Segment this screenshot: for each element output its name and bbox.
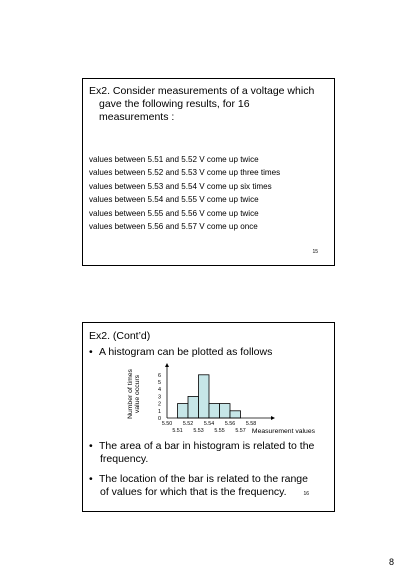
measurement-line: values between 5.53 and 5.54 V come up s… (89, 181, 272, 191)
x-tick-label: 5.50 (162, 421, 172, 427)
bullet-text: The location of the bar is related to th… (99, 473, 308, 485)
histogram-bar (198, 374, 210, 419)
bullet-marker: • (89, 440, 93, 452)
x-tick-label: 5.53 (193, 428, 203, 434)
x-tick-label: 5.57 (235, 428, 245, 434)
x-tick-label: 5.56 (225, 421, 235, 427)
bullet-text: frequency. (100, 453, 149, 465)
slide-title: Ex2. Consider measurements of a voltage … (89, 85, 331, 124)
measurement-line: values between 5.55 and 5.56 V come up t… (89, 208, 259, 218)
measurement-line: values between 5.56 and 5.57 V come up o… (89, 222, 258, 232)
title-line-3: measurements : (99, 111, 175, 123)
bullet-area: • The area of a bar in histogram is relat… (89, 440, 331, 466)
x-axis-label: Measurement values (252, 428, 316, 435)
y-tick-label: 0 (158, 416, 161, 422)
histogram-bar (177, 403, 189, 419)
title-line-1: Ex2. Consider measurements of a voltage … (89, 85, 315, 97)
slide-number: 15 (312, 249, 318, 255)
histogram-bar (187, 396, 199, 419)
y-tick-label: 1 (158, 409, 161, 415)
bullet-histogram: • A histogram can be plotted as follows (89, 346, 272, 359)
x-tick-label: 5.54 (204, 421, 214, 427)
measurement-line: values between 5.52 and 5.53 V come up t… (89, 168, 281, 178)
y-axis-arrowhead (165, 363, 169, 367)
x-tick-label: 5.51 (172, 428, 182, 434)
bullet-marker: • (89, 473, 93, 485)
slide-number: 16 (303, 491, 309, 497)
x-tick-label: 5.58 (246, 421, 256, 427)
slide-15: Ex2. Consider measurements of a voltage … (82, 78, 335, 266)
y-tick-label: 6 (158, 373, 161, 379)
slide-title: Ex2. (Cont’d) (89, 330, 151, 342)
x-tick-label: 5.55 (214, 428, 224, 434)
measurement-list: values between 5.51 and 5.52 V come up t… (89, 153, 334, 233)
y-axis-label: value occurs (134, 374, 141, 413)
y-axis-label: Number of times (127, 368, 134, 418)
measurement-line: values between 5.51 and 5.52 V come up t… (89, 155, 259, 164)
histogram-bar (219, 403, 231, 419)
bullet-text: The area of a bar in histogram is relate… (99, 440, 315, 452)
bullet-marker: • (89, 346, 93, 358)
slide-16: Ex2. (Cont’d) • A histogram can be plotte… (82, 322, 335, 512)
histogram-bar (208, 403, 220, 419)
histogram-bar (229, 410, 241, 419)
x-tick-label: 5.52 (183, 421, 193, 427)
y-tick-label: 5 (158, 380, 161, 386)
bullet-text: A histogram can be plotted as follows (99, 346, 273, 358)
x-axis-arrowhead (271, 416, 275, 420)
y-tick-label: 2 (158, 402, 161, 408)
measurement-line: values between 5.54 and 5.55 V come up t… (89, 195, 259, 205)
bullet-location: • The location of the bar is related to t… (89, 473, 331, 499)
bullet-text: of values for which that is the frequenc… (100, 486, 287, 498)
y-tick-label: 4 (158, 387, 161, 393)
page-number: 8 (389, 557, 395, 567)
title-line-2: gave the following results, for 16 (99, 98, 250, 110)
y-tick-label: 3 (158, 394, 161, 400)
